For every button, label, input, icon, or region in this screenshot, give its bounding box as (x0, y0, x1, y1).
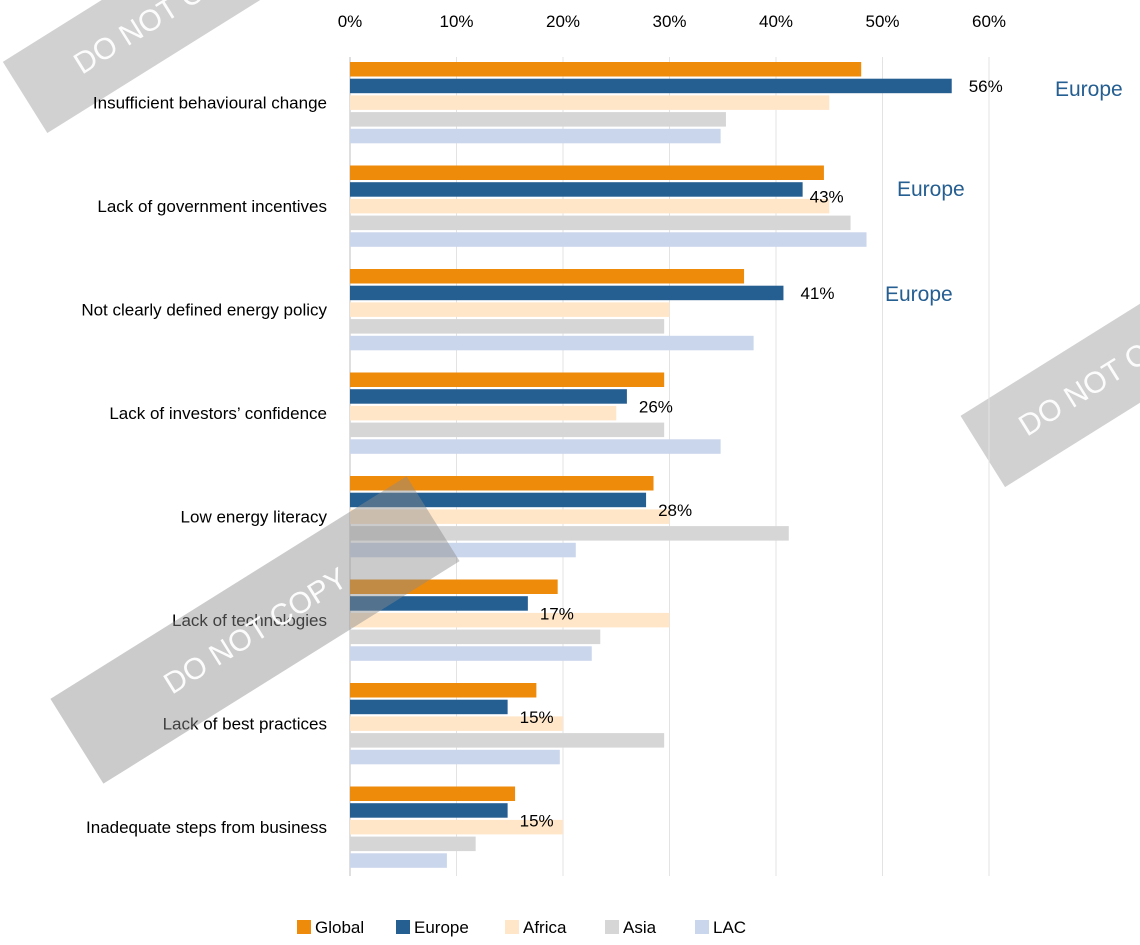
bar-asia (350, 836, 476, 852)
x-axis-ticks: 0% 10% 20% 30% 40% 50% 60% (338, 12, 1006, 31)
legend-swatch (396, 920, 410, 934)
bar-global (350, 579, 558, 594)
legend-item-africa: Africa (505, 918, 567, 937)
europe-value-label: 15% (520, 708, 554, 727)
bar-europe (350, 596, 528, 611)
bar-lac (350, 853, 447, 868)
category-label: Lack of technologies (172, 611, 327, 630)
watermark: DO NOT COPY (2, 0, 328, 134)
legend-swatch (297, 920, 311, 934)
bar-global (350, 786, 516, 801)
bar-europe (350, 492, 647, 508)
category-label: Low energy literacy (181, 508, 328, 527)
x-tick-label: 40% (759, 12, 793, 31)
bar-lac (350, 232, 867, 247)
legend-swatch (505, 920, 519, 934)
legend-item-global: Global (297, 918, 364, 937)
europe-value-label: 28% (658, 501, 692, 520)
europe-value-label: 41% (800, 284, 834, 303)
bar-asia (350, 422, 665, 438)
europe-callout: Europe (897, 178, 965, 201)
bar-global (350, 62, 862, 77)
watermark-band (2, 0, 328, 134)
bar-europe (350, 182, 803, 197)
category-label: Insufficient behavioural change (93, 94, 327, 113)
legend-swatch (695, 920, 709, 934)
bar-asia (350, 526, 789, 541)
bar-asia (350, 215, 851, 231)
x-tick-label: 20% (546, 12, 580, 31)
bar-africa (350, 716, 563, 731)
legend-item-lac: LAC (695, 918, 746, 937)
bar-global (350, 683, 537, 698)
category-label: Not clearly defined energy policy (81, 301, 327, 320)
watermark-band (50, 476, 460, 784)
legend-label: Africa (523, 918, 567, 937)
bar-lac (350, 335, 754, 351)
bar-europe (350, 78, 952, 94)
europe-value-label: 56% (969, 77, 1003, 96)
bar-global (350, 269, 745, 284)
europe-value-label: 26% (639, 398, 673, 417)
bar-africa (350, 95, 830, 110)
bar-lac (350, 439, 721, 454)
bar-global (350, 372, 665, 387)
legend: Global Europe Africa Asia LAC (297, 918, 746, 937)
bar-lac (350, 542, 576, 558)
category-label: Lack of investors’ confidence (109, 404, 327, 423)
bar-global (350, 165, 824, 180)
bars (350, 62, 952, 868)
x-tick-label: 10% (439, 12, 473, 31)
bar-africa (350, 198, 830, 214)
x-tick-label: 0% (338, 12, 363, 31)
europe-callout: Europe (1055, 78, 1123, 101)
legend-label: LAC (713, 918, 746, 937)
legend-item-europe: Europe (396, 918, 469, 937)
legend-swatch (605, 920, 619, 934)
category-label: Inadequate steps from business (86, 818, 327, 837)
callouts: Europe Europe Europe (885, 78, 1123, 306)
bar-africa (350, 509, 670, 524)
bar-europe (350, 389, 627, 404)
bar-asia (350, 319, 665, 334)
europe-value-label: 15% (520, 812, 554, 831)
bar-asia (350, 112, 726, 127)
x-tick-label: 30% (652, 12, 686, 31)
watermark-band (960, 256, 1140, 488)
bar-africa (350, 612, 670, 628)
category-labels: Insufficient behavioural change Lack of g… (81, 94, 327, 838)
bar-africa (350, 302, 670, 317)
category-label: Lack of government incentives (97, 197, 327, 216)
bar-lac (350, 646, 592, 661)
category-label: Lack of best practices (163, 715, 327, 734)
europe-value-label: 43% (810, 187, 844, 206)
bar-africa (350, 819, 563, 835)
europe-value-label: 17% (540, 605, 574, 624)
bar-lac (350, 128, 721, 144)
europe-callout: Europe (885, 283, 953, 306)
bar-asia (350, 733, 665, 748)
bar-asia (350, 629, 601, 645)
bar-lac (350, 749, 560, 765)
bar-europe (350, 803, 508, 818)
legend-label: Global (315, 918, 364, 937)
x-tick-label: 50% (865, 12, 899, 31)
legend-item-asia: Asia (605, 918, 657, 937)
watermark: DO NOT COPY (960, 256, 1140, 488)
legend-label: Europe (414, 918, 469, 937)
legend-label: Asia (623, 918, 657, 937)
bar-europe (350, 699, 508, 715)
bar-europe (350, 285, 784, 301)
data-labels: 56% 43% 41% 26% 28% 17% 15% 15% (520, 77, 1003, 831)
x-tick-label: 60% (972, 12, 1006, 31)
bar-global (350, 476, 654, 491)
bar-africa (350, 405, 617, 421)
